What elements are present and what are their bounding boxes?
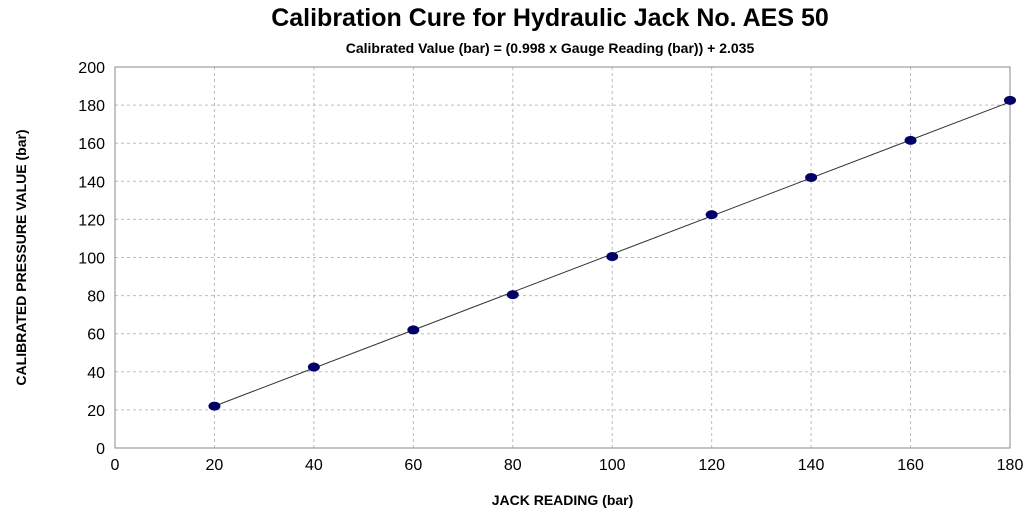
x-tick-label: 120 [698,457,725,474]
y-tick-label: 180 [78,98,105,115]
x-tick-label: 60 [404,457,422,474]
chart-subtitle: Calibrated Value (bar) = (0.998 x Gauge … [345,40,755,56]
x-tick-label: 0 [111,457,120,474]
y-tick-label: 80 [87,289,105,306]
data-point [904,135,917,145]
data-point [506,290,519,300]
data-point [208,401,221,411]
data-point [705,210,718,220]
data-point [1004,95,1016,105]
x-tick-label: 140 [798,457,825,474]
x-tick-label: 180 [997,457,1024,474]
x-tick-label: 20 [206,457,224,474]
data-point [307,362,320,372]
y-tick-label: 20 [87,403,105,420]
y-tick-label: 0 [96,441,105,458]
y-tick-label: 40 [87,365,105,382]
y-tick-label: 60 [87,327,105,344]
y-tick-label: 120 [78,212,105,229]
gridlines [115,66,1011,448]
y-tick-label: 200 [78,60,105,77]
data-points [208,95,1016,411]
y-tick-label: 160 [78,136,105,153]
x-axis-label: JACK READING (bar) [492,492,634,508]
data-point [407,325,420,335]
data-point [606,252,619,262]
y-tick-label: 100 [78,251,105,268]
plot-border [114,66,1011,449]
y-axis-label: CALIBRATED PRESSURE VALUE (bar) [13,129,29,385]
data-point [805,172,818,182]
y-tick-label: 140 [78,174,105,191]
x-tick-label: 40 [305,457,323,474]
x-tick-label: 160 [897,457,924,474]
x-tick-label: 80 [504,457,522,474]
tick-labels: 0 20 40 60 80 100 120 140 160 180 200 0 20 40 60 80 100 1… [78,60,1023,474]
chart-title: Calibration Cure for Hydraulic Jack No. … [271,4,829,32]
x-tick-label: 100 [599,457,626,474]
